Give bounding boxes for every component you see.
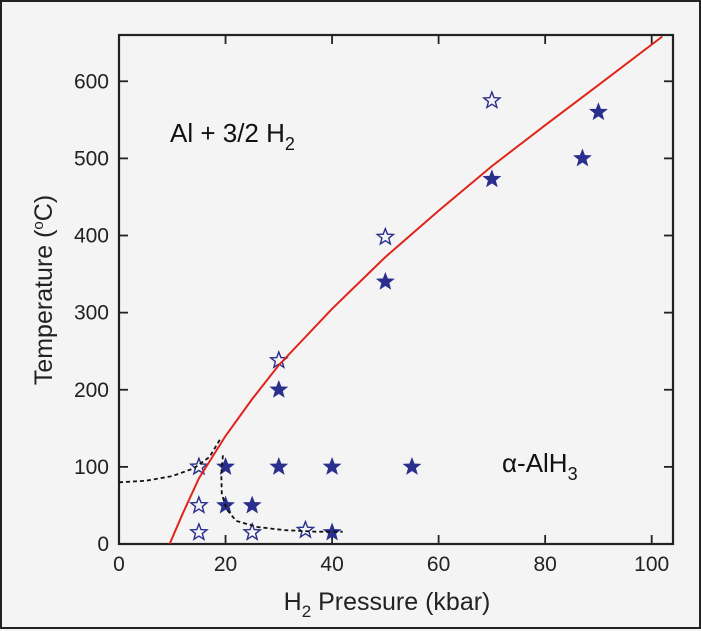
y-tick-label: 100 [74, 456, 109, 479]
x-tick-label: 60 [427, 553, 450, 576]
x-tick-label: 40 [320, 553, 343, 576]
y-tick-label: 300 [74, 302, 109, 325]
y-axis-title-unit: C) [30, 195, 58, 221]
series-layer [118, 35, 663, 545]
open-star-point [188, 521, 209, 541]
annotation-al-h2-main: Al + 3/2 H [170, 118, 285, 148]
y-tick-label: 500 [74, 147, 109, 170]
axis-ticks: 0 20 40 60 80 100 0 100 200 300 400 500 600 [74, 35, 673, 576]
filled-star-point [216, 456, 235, 475]
filled-star-point [482, 169, 502, 188]
x-tick-label: 20 [214, 553, 237, 576]
filled-star-point [242, 495, 262, 514]
open-star-point [188, 456, 209, 476]
filled-star-point [269, 456, 289, 475]
y-tick-label: 200 [74, 379, 109, 402]
annotation-al-h2: Al + 3/2 H2 [170, 118, 295, 154]
filled-star-point [322, 456, 342, 475]
y-axis-title-degree: o [30, 221, 47, 229]
y-tick-label: 400 [74, 225, 109, 248]
y-axis-title-main: Temperature ( [30, 229, 58, 385]
annotation-al-h2-sub: 2 [285, 134, 295, 154]
dashed-boundary-line [220, 455, 343, 533]
open-star-point [188, 494, 209, 514]
annotation-alpha-alh3-sub: 3 [568, 464, 578, 484]
annotation-alpha-alh3-main: α-AlH [502, 448, 568, 478]
annotation-alpha-alh3: α-AlH3 [502, 448, 578, 484]
x-axis-title-h: H [284, 588, 302, 616]
x-axis-title: H2 Pressure (kbar) [284, 588, 491, 621]
x-tick-label: 80 [533, 553, 556, 576]
phase-boundary-line [168, 35, 663, 545]
filled-star-point [402, 456, 422, 475]
y-axis-title: Temperature (oC) [30, 195, 58, 385]
open-star-point [295, 519, 316, 539]
y-tick-label: 600 [74, 70, 109, 93]
filled-star-point [322, 522, 342, 541]
open-star-point [242, 521, 263, 541]
filled-star-point [269, 379, 289, 398]
y-tick-label: 0 [97, 533, 109, 556]
filled-star-point [588, 102, 608, 121]
x-axis-title-sub: 2 [302, 602, 311, 621]
filled-star-point [573, 148, 592, 167]
open-star-point [375, 226, 396, 246]
x-axis-title-rest: Pressure (kbar) [311, 588, 490, 616]
filled-star-point [375, 271, 395, 290]
x-tick-label: 0 [113, 553, 125, 576]
x-tick-label: 100 [634, 553, 669, 576]
dashed-boundary-line [118, 438, 221, 484]
open-star-point [481, 90, 502, 110]
